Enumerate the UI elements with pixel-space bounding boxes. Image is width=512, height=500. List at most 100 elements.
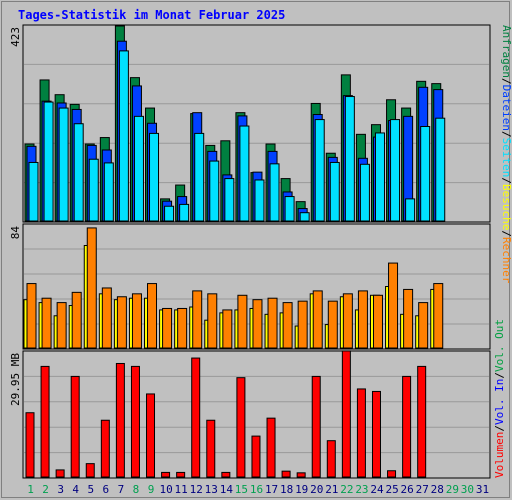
bar-seiten-day-28 [435, 117, 446, 222]
bar-seiten-day-22 [344, 96, 355, 222]
x-label-day-22: 22 [340, 483, 353, 496]
x-label-day-25: 25 [385, 483, 398, 496]
x-label-day-18: 18 [280, 483, 293, 496]
legend-right-rechner: Rechner [500, 237, 512, 284]
bar-rechner-day-13 [207, 293, 218, 349]
bar-volumen-day-21 [326, 440, 336, 478]
bar-seiten-day-26 [405, 198, 416, 222]
bar-volumen-day-16 [251, 435, 261, 478]
bar-seiten-day-20 [314, 119, 325, 222]
bar-volumen-day-8 [130, 365, 140, 478]
bar-volumen-day-13 [206, 419, 216, 478]
x-label-day-10: 10 [159, 483, 172, 496]
bar-rechner-day-3 [56, 302, 67, 349]
legend-separator: / [500, 177, 512, 184]
bar-rechner-day-11 [177, 307, 188, 349]
bar-seiten-day-17 [269, 163, 280, 222]
x-label-day-7: 7 [118, 483, 125, 496]
bar-seiten-day-25 [390, 119, 401, 222]
bar-rechner-day-2 [41, 297, 52, 349]
bar-seiten-day-13 [209, 160, 220, 222]
x-label-day-31: 31 [476, 483, 489, 496]
bar-volumen-day-24 [371, 390, 381, 478]
bar-rechner-day-7 [116, 296, 127, 349]
bar-seiten-day-23 [359, 163, 370, 222]
legend-volume: Volumen/Vol. In/Vol. Out [493, 319, 506, 478]
bar-rechner-day-9 [147, 283, 158, 349]
legend-volume-1: Vol. In [493, 379, 506, 425]
bar-volumen-day-11 [176, 471, 186, 478]
bar-seiten-day-16 [254, 179, 265, 222]
bar-rechner-day-17 [267, 297, 278, 349]
bar-volumen-day-26 [402, 375, 412, 478]
bar-seiten-day-19 [299, 212, 310, 222]
bar-rechner-day-19 [297, 300, 308, 349]
x-label-day-30: 30 [461, 483, 474, 496]
x-label-day-16: 16 [250, 483, 263, 496]
bar-volumen-day-5 [85, 463, 95, 478]
x-label-day-17: 17 [265, 483, 278, 496]
x-label-day-14: 14 [220, 483, 234, 496]
bar-rechner-day-10 [162, 307, 173, 349]
bar-seiten-day-4 [73, 123, 84, 222]
bar-volumen-day-9 [146, 393, 156, 478]
bar-volumen-day-27 [417, 365, 427, 478]
bar-volumen-day-4 [70, 375, 80, 478]
bar-volumen-day-1 [25, 412, 35, 478]
legend-right: Anfragen/Dateien/Seiten/Besuche/Rechner [500, 25, 512, 284]
bar-volumen-day-2 [40, 365, 50, 478]
bar-seiten-day-11 [179, 203, 190, 222]
legend-separator: / [493, 425, 506, 432]
legend-right-anfragen: Anfragen [500, 25, 512, 78]
legend-right-besuche: Besuche [500, 184, 512, 230]
bar-rechner-day-6 [101, 287, 112, 349]
bar-seiten-day-6 [103, 162, 114, 222]
bar-seiten-day-12 [194, 132, 205, 222]
bar-rechner-day-25 [388, 262, 399, 349]
bar-rechner-day-21 [327, 300, 338, 349]
x-label-day-13: 13 [205, 483, 218, 496]
x-label-day-2: 2 [42, 483, 49, 496]
legend-right-dateien: Dateien [500, 85, 512, 131]
bar-seiten-day-10 [164, 205, 175, 222]
bar-volumen-day-22 [341, 350, 351, 478]
bar-volumen-day-14 [221, 471, 231, 478]
bar-seiten-day-2 [43, 101, 54, 222]
x-label-day-29: 29 [446, 483, 459, 496]
bar-seiten-day-24 [374, 132, 385, 222]
bar-rechner-day-23 [357, 290, 368, 349]
panel-middle-ymax-label: 84 [9, 226, 22, 240]
bar-seiten-day-15 [239, 125, 250, 222]
x-label-day-6: 6 [103, 483, 110, 496]
bar-volumen-day-25 [387, 470, 397, 478]
bar-rechner-day-20 [312, 290, 323, 349]
bar-seiten-day-21 [329, 161, 340, 222]
bar-volumen-day-3 [55, 469, 65, 478]
x-label-day-23: 23 [355, 483, 368, 496]
bar-seiten-day-18 [284, 196, 295, 222]
bar-volumen-day-10 [161, 471, 171, 478]
bar-volumen-day-7 [115, 362, 125, 478]
legend-volume-0: Volumen [493, 432, 506, 478]
bar-seiten-day-3 [58, 107, 69, 222]
bar-seiten-day-5 [88, 158, 99, 222]
bar-volumen-day-12 [191, 357, 201, 478]
x-label-day-5: 5 [87, 483, 94, 496]
panel-top-ymax-label: 423 [9, 27, 22, 47]
bar-volumen-day-20 [311, 375, 321, 478]
bar-seiten-day-9 [149, 132, 160, 222]
bar-volumen-day-19 [296, 472, 306, 478]
bar-volumen-day-18 [281, 470, 291, 478]
x-label-day-4: 4 [72, 483, 79, 496]
panel-bottom-ymax-label: 29.95 MB [9, 353, 22, 406]
legend-separator: / [500, 230, 512, 237]
x-label-day-15: 15 [235, 483, 248, 496]
bar-rechner-day-1 [26, 283, 37, 349]
bar-rechner-day-28 [433, 283, 444, 349]
x-label-day-27: 27 [416, 483, 429, 496]
legend-volume-2: Vol. Out [493, 319, 506, 372]
bar-rechner-day-27 [418, 302, 429, 349]
x-label-day-9: 9 [148, 483, 155, 496]
x-label-day-24: 24 [370, 483, 384, 496]
